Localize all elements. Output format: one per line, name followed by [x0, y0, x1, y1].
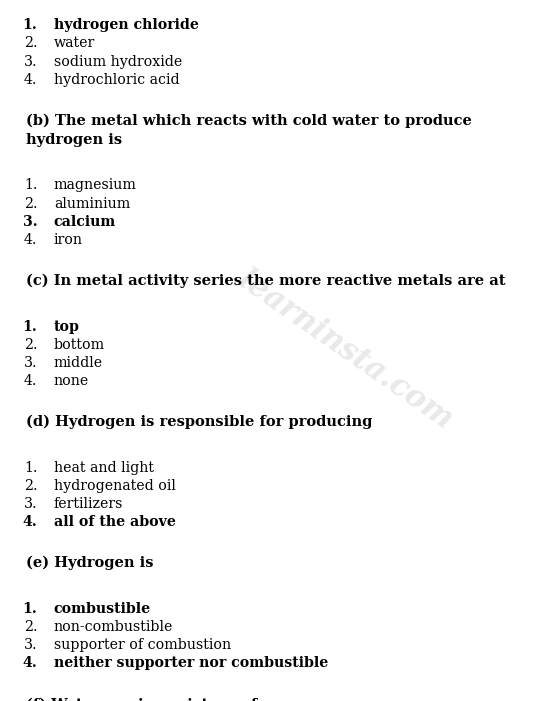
Text: aluminium: aluminium: [54, 197, 130, 211]
Text: combustible: combustible: [54, 602, 151, 615]
Text: 2.: 2.: [24, 197, 37, 211]
Text: 2.: 2.: [24, 620, 37, 634]
Text: heat and light: heat and light: [54, 461, 154, 475]
Text: magnesium: magnesium: [54, 179, 137, 193]
Text: 4.: 4.: [23, 657, 37, 670]
Text: (f) Water gas is a mixture of: (f) Water gas is a mixture of: [26, 697, 257, 701]
Text: calcium: calcium: [54, 215, 116, 229]
Text: top: top: [54, 320, 80, 334]
Text: 2.: 2.: [24, 479, 37, 493]
Text: 1.: 1.: [23, 18, 37, 32]
Text: (d) Hydrogen is responsible for producing: (d) Hydrogen is responsible for producin…: [26, 415, 373, 429]
Text: 3.: 3.: [24, 639, 37, 652]
Text: 2.: 2.: [24, 36, 37, 50]
Text: bottom: bottom: [54, 338, 105, 352]
Text: 4.: 4.: [24, 233, 37, 247]
Text: fertilizers: fertilizers: [54, 497, 123, 511]
Text: hydrochloric acid: hydrochloric acid: [54, 73, 180, 87]
Text: 4.: 4.: [23, 515, 37, 529]
Text: learninsta.com: learninsta.com: [232, 264, 460, 437]
Text: 4.: 4.: [24, 374, 37, 388]
Text: 3.: 3.: [24, 497, 37, 511]
Text: 3.: 3.: [24, 356, 37, 370]
Text: supporter of combustion: supporter of combustion: [54, 639, 231, 652]
Text: 2.: 2.: [24, 338, 37, 352]
Text: non-combustible: non-combustible: [54, 620, 173, 634]
Text: 4.: 4.: [24, 73, 37, 87]
Text: hydrogenated oil: hydrogenated oil: [54, 479, 176, 493]
Text: 3.: 3.: [23, 215, 37, 229]
Text: 1.: 1.: [23, 602, 37, 615]
Text: 3.: 3.: [24, 55, 37, 69]
Text: (b) The metal which reacts with cold water to produce: (b) The metal which reacts with cold wat…: [26, 114, 472, 128]
Text: 1.: 1.: [24, 461, 37, 475]
Text: 1.: 1.: [24, 179, 37, 193]
Text: iron: iron: [54, 233, 83, 247]
Text: 1.: 1.: [23, 320, 37, 334]
Text: neither supporter nor combustible: neither supporter nor combustible: [54, 657, 328, 670]
Text: sodium hydroxide: sodium hydroxide: [54, 55, 182, 69]
Text: middle: middle: [54, 356, 103, 370]
Text: none: none: [54, 374, 89, 388]
Text: water: water: [54, 36, 95, 50]
Text: (c) In metal activity series the more reactive metals are at: (c) In metal activity series the more re…: [26, 274, 506, 288]
Text: (e) Hydrogen is: (e) Hydrogen is: [26, 556, 154, 571]
Text: all of the above: all of the above: [54, 515, 176, 529]
Text: hydrogen chloride: hydrogen chloride: [54, 18, 199, 32]
Text: hydrogen is: hydrogen is: [26, 132, 122, 147]
